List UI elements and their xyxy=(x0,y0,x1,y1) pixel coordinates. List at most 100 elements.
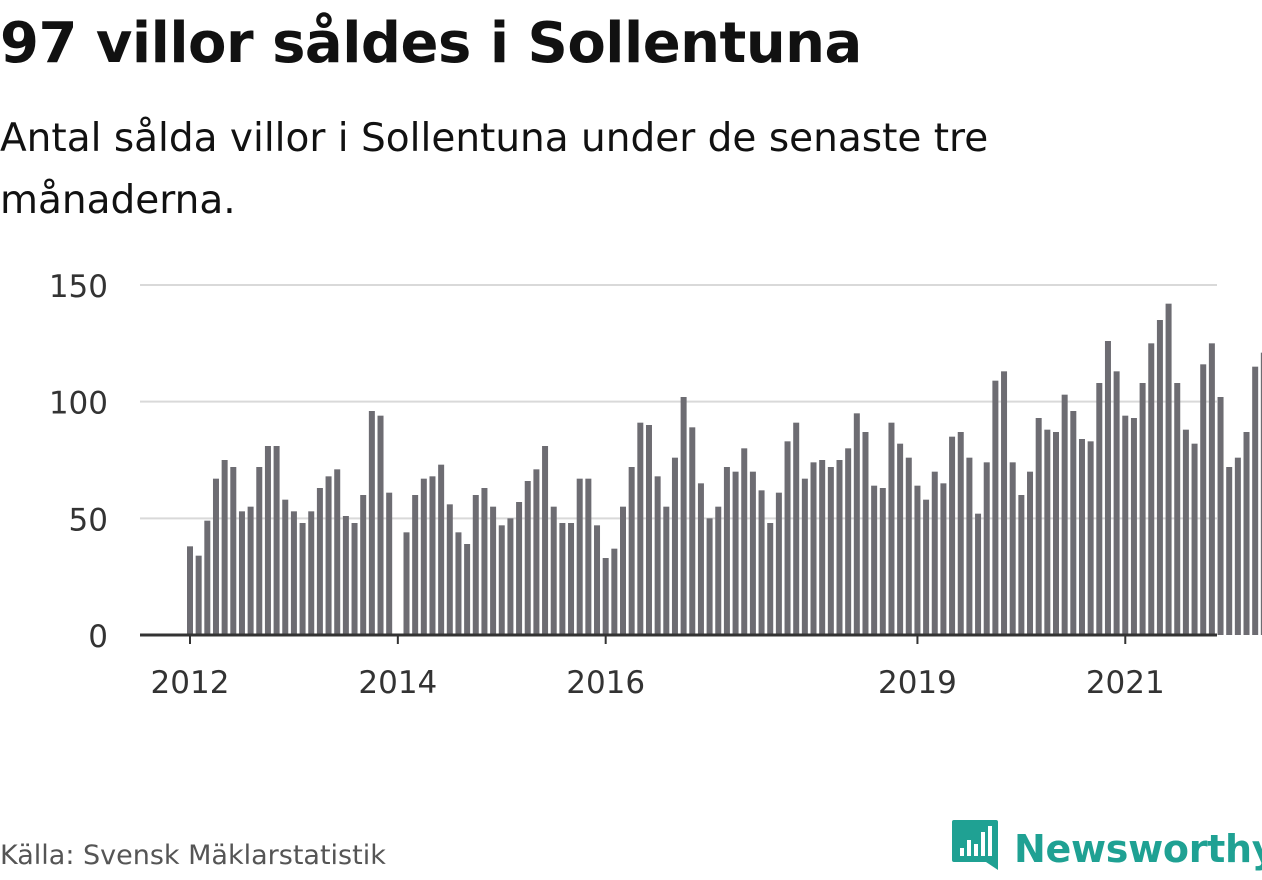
bar xyxy=(438,464,445,635)
bar xyxy=(1148,343,1155,635)
bar xyxy=(464,544,471,635)
bar xyxy=(585,478,592,635)
bar xyxy=(1009,462,1016,635)
bars xyxy=(187,303,1262,635)
bar xyxy=(568,523,575,635)
bar xyxy=(1174,383,1181,635)
bar xyxy=(368,411,375,635)
bar xyxy=(871,485,878,635)
bar xyxy=(957,432,964,635)
bar xyxy=(1113,371,1120,635)
bar xyxy=(429,476,436,635)
bar xyxy=(1096,383,1103,635)
bar xyxy=(680,397,687,635)
bar xyxy=(810,462,817,635)
bar xyxy=(1182,429,1189,635)
x-tick-label: 2021 xyxy=(1086,665,1165,701)
chart-title: 97 villor såldes i Sollentuna xyxy=(0,11,862,76)
bar xyxy=(204,520,211,635)
bar xyxy=(758,490,765,635)
bar xyxy=(992,380,999,635)
bar xyxy=(853,413,860,635)
bar xyxy=(1191,443,1198,635)
bar xyxy=(334,469,341,635)
bar xyxy=(238,511,245,635)
bar xyxy=(654,476,661,635)
bar xyxy=(897,443,904,635)
bar xyxy=(862,432,869,635)
bar xyxy=(836,460,843,635)
bar xyxy=(273,446,280,635)
bar xyxy=(1001,371,1008,635)
source-note: Källa: Svensk Mäklarstatistik xyxy=(0,840,386,871)
bar xyxy=(524,481,531,635)
bar xyxy=(516,502,523,635)
bar xyxy=(221,460,228,635)
bar xyxy=(212,478,219,635)
bar xyxy=(801,478,808,635)
bar xyxy=(879,488,886,635)
bar xyxy=(264,446,271,635)
bar xyxy=(550,506,557,635)
bar xyxy=(576,478,583,635)
bar xyxy=(940,483,947,635)
bar xyxy=(559,523,566,635)
bar xyxy=(611,548,618,635)
bar xyxy=(308,511,315,635)
bar xyxy=(723,467,730,635)
bar xyxy=(386,492,393,635)
bar xyxy=(490,506,497,635)
bar xyxy=(195,555,202,635)
bar xyxy=(827,467,834,635)
bar xyxy=(1044,429,1051,635)
bar xyxy=(1234,457,1241,635)
bar xyxy=(403,532,410,635)
bar xyxy=(793,422,800,635)
bar xyxy=(342,516,349,635)
bar xyxy=(637,422,644,635)
bar xyxy=(715,506,722,635)
bar xyxy=(1139,383,1146,635)
bar xyxy=(645,425,652,635)
bar xyxy=(1070,411,1077,635)
bar xyxy=(602,558,609,635)
bar-chart: 05010015097201220142016201920212023 xyxy=(49,269,1262,701)
bar xyxy=(187,546,193,635)
bar xyxy=(507,518,514,635)
bar xyxy=(1208,343,1215,635)
x-tick-label: 2016 xyxy=(566,665,645,701)
bar xyxy=(446,504,453,635)
y-tick-label: 0 xyxy=(88,619,108,655)
bar xyxy=(498,525,505,635)
bar xyxy=(741,448,748,635)
bar xyxy=(542,446,549,635)
bar xyxy=(663,506,670,635)
bar xyxy=(377,415,384,635)
y-tick-label: 150 xyxy=(49,269,108,305)
bar xyxy=(1252,366,1259,635)
bar xyxy=(784,441,791,635)
bar xyxy=(316,488,323,635)
bar xyxy=(923,499,930,635)
bar xyxy=(966,457,973,635)
bar xyxy=(975,513,982,635)
y-tick-label: 50 xyxy=(69,502,108,538)
bar xyxy=(282,499,289,635)
bar xyxy=(230,467,237,635)
bar xyxy=(749,471,756,635)
bar xyxy=(412,495,419,635)
bar xyxy=(1087,441,1094,635)
bar xyxy=(290,511,297,635)
bar xyxy=(325,476,332,635)
bar xyxy=(455,532,462,635)
bar xyxy=(983,462,990,635)
bar xyxy=(1200,364,1207,635)
bar xyxy=(931,471,938,635)
bar xyxy=(1217,397,1224,635)
bar xyxy=(819,460,826,635)
brand[interactable]: Newsworthy xyxy=(950,818,1262,880)
bar xyxy=(689,427,696,635)
x-tick-label: 2014 xyxy=(358,665,437,701)
bar xyxy=(1078,439,1085,635)
bar xyxy=(732,471,739,635)
